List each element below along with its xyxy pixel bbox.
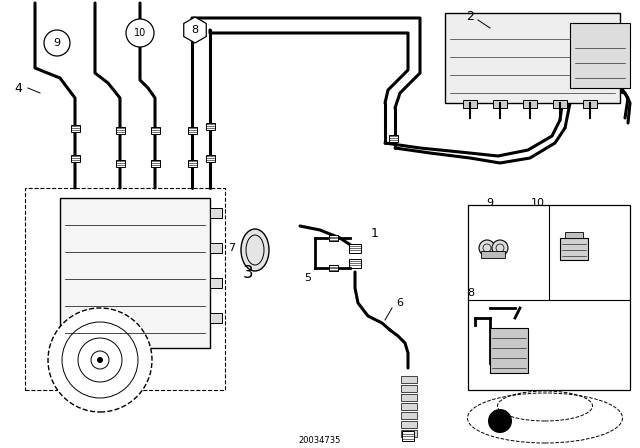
- Circle shape: [492, 240, 508, 256]
- Bar: [401, 385, 417, 392]
- Text: 3: 3: [243, 264, 253, 282]
- Bar: [570, 23, 630, 88]
- Bar: [401, 421, 417, 428]
- Bar: [60, 198, 210, 348]
- Bar: [401, 394, 417, 401]
- Circle shape: [44, 30, 70, 56]
- Text: 10: 10: [134, 28, 146, 38]
- Bar: [401, 412, 417, 419]
- Bar: [560, 238, 588, 260]
- Bar: [583, 100, 597, 108]
- Bar: [328, 265, 337, 271]
- Bar: [70, 155, 79, 161]
- Text: 7: 7: [228, 243, 236, 253]
- Circle shape: [97, 357, 103, 363]
- Bar: [553, 100, 567, 108]
- Text: 20034735: 20034735: [299, 435, 341, 444]
- Bar: [349, 258, 361, 267]
- Bar: [188, 159, 196, 167]
- Circle shape: [479, 240, 495, 256]
- Circle shape: [48, 308, 152, 412]
- Bar: [401, 376, 417, 383]
- Bar: [402, 431, 414, 441]
- Bar: [565, 232, 583, 238]
- Bar: [523, 100, 537, 108]
- Bar: [70, 125, 79, 132]
- Bar: [115, 126, 125, 134]
- Bar: [210, 243, 222, 253]
- Bar: [210, 208, 222, 218]
- Bar: [493, 100, 507, 108]
- Text: 2: 2: [466, 9, 474, 22]
- Bar: [205, 122, 214, 129]
- Bar: [463, 100, 477, 108]
- Bar: [188, 126, 196, 134]
- Bar: [150, 159, 159, 167]
- Bar: [205, 155, 214, 161]
- Bar: [490, 328, 528, 373]
- Bar: [401, 430, 417, 437]
- Text: 5: 5: [305, 273, 312, 283]
- Polygon shape: [184, 17, 206, 43]
- Text: 6: 6: [397, 298, 403, 308]
- Bar: [388, 134, 397, 142]
- Text: 8: 8: [467, 288, 475, 298]
- Bar: [115, 159, 125, 167]
- Bar: [25, 188, 225, 390]
- Text: 9: 9: [53, 38, 61, 48]
- Bar: [468, 205, 630, 390]
- Bar: [481, 251, 505, 258]
- Text: 1: 1: [371, 227, 379, 240]
- Text: 10: 10: [531, 198, 545, 208]
- Text: 8: 8: [191, 25, 198, 35]
- Bar: [328, 235, 337, 241]
- Bar: [349, 244, 361, 253]
- Text: 9: 9: [486, 198, 493, 208]
- Text: 4: 4: [14, 82, 22, 95]
- Bar: [150, 126, 159, 134]
- Bar: [401, 403, 417, 410]
- Bar: [210, 278, 222, 288]
- Circle shape: [126, 19, 154, 47]
- Circle shape: [488, 409, 512, 433]
- Ellipse shape: [241, 229, 269, 271]
- Bar: [210, 313, 222, 323]
- Bar: [445, 13, 620, 103]
